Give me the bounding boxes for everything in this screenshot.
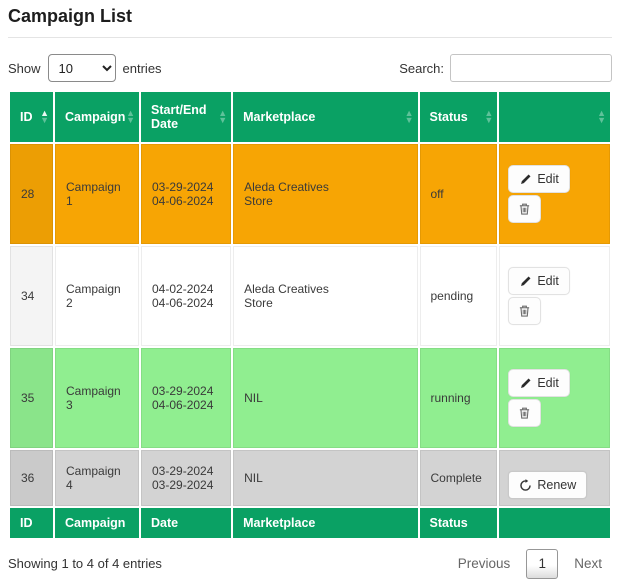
search-control: Search: [399,54,612,82]
cell-campaign: Campaign 3 [55,348,139,448]
cell-actions: Edit [499,348,610,448]
pencil-icon [519,377,532,390]
sort-icon: ▲ ▼ [218,108,228,125]
search-input[interactable] [450,54,612,82]
sort-asc-icon: ▲ [484,108,494,118]
footer-header-actions [499,508,610,538]
table-row: 34 Campaign 2 04-02-2024 04-06-2024 Aled… [10,246,610,346]
edit-button[interactable]: Edit [508,165,570,193]
cell-dates: 03-29-2024 04-06-2024 [141,348,232,448]
table-row: 28 Campaign 1 03-29-2024 04-06-2024 Aled… [10,144,610,244]
sort-desc-icon: ▼ [597,115,606,125]
delete-button[interactable] [508,297,542,325]
sort-asc-icon: ▲ [597,108,606,118]
refresh-icon [519,478,532,492]
sort-asc-icon: ▲ [218,108,228,118]
cell-id: 36 [10,450,54,506]
table-info: Showing 1 to 4 of 4 entries [8,556,162,571]
next-button[interactable]: Next [564,548,612,579]
trash-icon [518,202,531,216]
sort-desc-icon: ▼ [126,115,135,125]
column-header-marketplace[interactable]: Marketplace ▲ ▼ [233,92,418,142]
cell-marketplace: NIL [233,450,418,506]
edit-button[interactable]: Edit [508,267,570,295]
trash-icon [518,304,531,318]
edit-button[interactable]: Edit [508,369,570,397]
footer-header-marketplace: Marketplace [233,508,418,538]
cell-marketplace: NIL [233,348,418,448]
cell-actions: Renew [499,450,610,506]
trash-icon [518,406,531,420]
sort-asc-icon: ▲ [404,108,414,118]
table-footer: ID Campaign Date Marketplace Status [10,508,610,538]
page-title: Campaign List [8,6,133,26]
delete-button[interactable] [508,195,542,223]
column-header-id[interactable]: ID ▲ ▼ [10,92,54,142]
sort-icon: ▲ ▼ [126,108,135,125]
campaign-table: ID ▲ ▼ Campaign ▲ ▼ Start/End Date ▲ ▼ Mark… [8,90,612,540]
cell-campaign: Campaign 1 [55,144,139,244]
cell-status: Complete [419,450,498,506]
table-row: 35 Campaign 3 03-29-2024 04-06-2024 NIL … [10,348,610,448]
column-header-status[interactable]: Status ▲ ▼ [419,92,498,142]
sort-icon: ▲ ▼ [484,108,494,125]
sort-icon: ▲ ▼ [404,108,414,125]
column-header-start-end-date[interactable]: Start/End Date ▲ ▼ [141,92,232,142]
cell-marketplace: Aleda Creatives Store [233,246,418,346]
cell-id: 28 [10,144,54,244]
cell-campaign: Campaign 2 [55,246,139,346]
cell-actions: Edit [499,144,610,244]
cell-campaign: Campaign 4 [55,450,139,506]
sort-desc-icon: ▼ [484,115,494,125]
cell-id: 34 [10,246,54,346]
cell-status: pending [419,246,498,346]
table-row: 36 Campaign 4 03-29-2024 03-29-2024 NIL … [10,450,610,506]
cell-dates: 03-29-2024 04-06-2024 [141,144,232,244]
search-label: Search: [399,60,444,76]
sort-desc-icon: ▼ [218,115,228,125]
column-header-actions[interactable]: ▲ ▼ [499,92,610,142]
table-header: ID ▲ ▼ Campaign ▲ ▼ Start/End Date ▲ ▼ Mark… [10,92,610,142]
footer-header-id: ID [10,508,54,538]
column-header-campaign[interactable]: Campaign ▲ ▼ [55,92,139,142]
show-entries-control: Show 10 entries [8,54,162,82]
cell-status: off [419,144,498,244]
page-size-select[interactable]: 10 [47,54,116,82]
pencil-icon [519,275,532,288]
cell-status: running [419,348,498,448]
bottom-bar: Showing 1 to 4 of 4 entries Previous 1 N… [8,548,612,579]
show-label: Show [8,60,41,76]
cell-actions: Edit [499,246,610,346]
table-controls: Show 10 entries Search: [8,54,612,82]
entries-label: entries [122,60,162,76]
pencil-icon [519,173,532,186]
cell-id: 35 [10,348,54,448]
divider [8,37,612,38]
pagination: Previous 1 Next [448,548,612,579]
sort-desc-icon: ▼ [40,115,50,125]
footer-header-status: Status [419,508,498,538]
cell-marketplace: Aleda Creatives Store [233,144,418,244]
sort-icon: ▲ ▼ [597,108,606,125]
delete-button[interactable] [508,399,542,427]
sort-asc-icon: ▲ [40,108,50,118]
cell-dates: 04-02-2024 04-06-2024 [141,246,232,346]
renew-button[interactable]: Renew [508,471,588,499]
sort-icon: ▲ ▼ [40,108,50,125]
footer-header-date: Date [141,508,232,538]
page-number-button[interactable]: 1 [526,548,559,579]
previous-button[interactable]: Previous [448,548,521,579]
sort-asc-icon: ▲ [126,108,135,118]
sort-desc-icon: ▼ [404,115,414,125]
footer-header-campaign: Campaign [55,508,139,538]
cell-dates: 03-29-2024 03-29-2024 [141,450,232,506]
